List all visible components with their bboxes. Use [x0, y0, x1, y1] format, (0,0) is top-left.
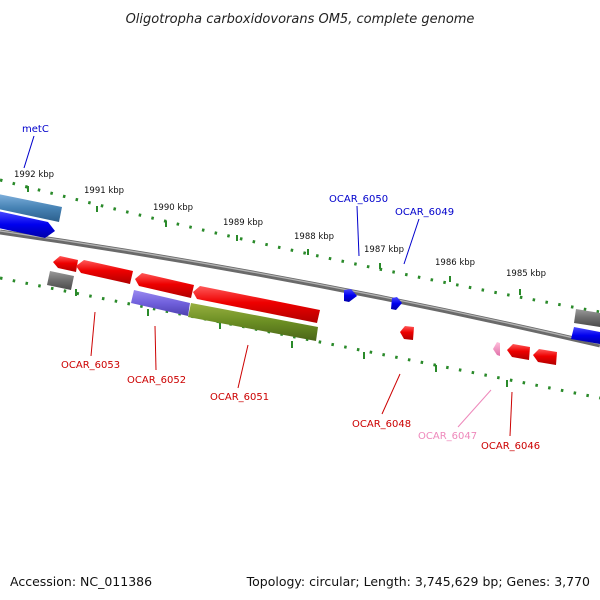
genome-title: Oligotropha carboxidovorans OM5, complet… — [126, 12, 475, 27]
gene-OCAR_6051-red[interactable] — [193, 286, 320, 323]
gene-label-OCAR_6047[interactable]: OCAR_6047 — [418, 431, 477, 442]
gene-label-OCAR_6050[interactable]: OCAR_6050 — [329, 194, 388, 205]
gene-label-OCAR_6051[interactable]: OCAR_6051 — [210, 392, 269, 403]
scale-label: 1985 kbp — [506, 269, 546, 279]
gene-label-OCAR_6052[interactable]: OCAR_6052 — [127, 375, 186, 386]
gene-forward-gray-left[interactable] — [47, 271, 74, 290]
gene-OCAR_6052[interactable] — [131, 290, 190, 316]
major-ticks — [27, 186, 521, 387]
gene-label-OCAR_6053[interactable]: OCAR_6053 — [61, 360, 120, 371]
gene-label-OCAR_6046[interactable]: OCAR_6046 — [481, 441, 540, 452]
scale-label: 1986 kbp — [435, 258, 475, 268]
gene-label-metC[interactable]: metC — [22, 124, 49, 135]
gene-label-OCAR_6048[interactable]: OCAR_6048 — [352, 419, 411, 430]
gene-metC[interactable] — [0, 194, 62, 222]
gene-OCAR_6052-red[interactable] — [135, 273, 194, 298]
gene-OCAR_6051[interactable] — [188, 303, 318, 341]
gene-label-OCAR_6049[interactable]: OCAR_6049 — [395, 207, 454, 218]
genome-summary: Topology: circular; Length: 3,745,629 bp… — [246, 574, 590, 589]
gene-forward-blue-right[interactable] — [571, 327, 600, 344]
gene-OCAR_6053-arrow[interactable] — [53, 256, 78, 272]
scale-label: 1990 kbp — [153, 203, 193, 213]
gene-OCAR_6046[interactable] — [507, 344, 557, 365]
scale-label: 1989 kbp — [223, 218, 263, 228]
gene-OCAR_6049[interactable] — [391, 297, 402, 310]
scale-label: 1988 kbp — [294, 232, 334, 242]
gene-OCAR_6053[interactable] — [76, 260, 133, 284]
genome-backbone — [0, 229, 600, 348]
gene-OCAR_6050[interactable] — [344, 289, 357, 302]
accession-label: Accession: NC_011386 — [10, 574, 152, 589]
gene-OCAR_6047[interactable] — [493, 342, 500, 356]
gene-forward-blue-left[interactable] — [0, 211, 55, 238]
scale-label: 1991 kbp — [84, 186, 124, 196]
gene-forward-gray-right[interactable] — [574, 309, 600, 327]
leader-lines — [23, 135, 513, 437]
scale-label: 1992 kbp — [14, 170, 54, 180]
scale-label: 1987 kbp — [364, 245, 404, 255]
gene-OCAR_6048[interactable] — [400, 326, 414, 340]
